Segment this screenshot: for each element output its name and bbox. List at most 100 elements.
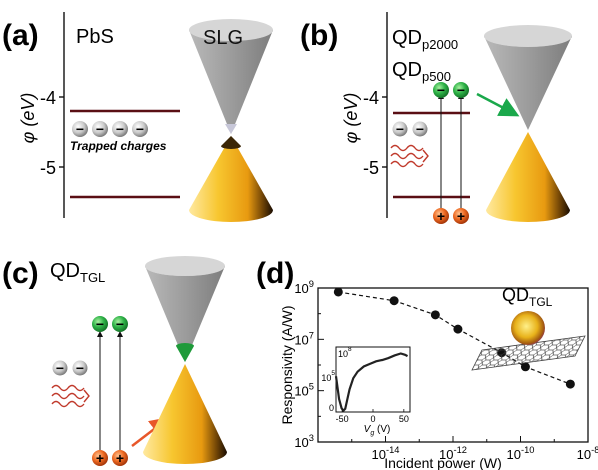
data-point: [430, 310, 440, 320]
trapped-electron: [412, 121, 428, 137]
trapped-electron: [112, 121, 128, 137]
upper-cone: [189, 30, 273, 134]
electron-sign: −: [416, 121, 424, 137]
upper-cone-cap: [225, 124, 237, 134]
electron-sign: −: [396, 121, 404, 137]
panel-b-tick-label: -4: [363, 88, 379, 108]
y-tick-label: 109: [294, 279, 314, 296]
electron-sign: −: [96, 121, 104, 137]
inset-y-zero-label: 0: [329, 403, 334, 413]
slg-dirac-cone: [189, 19, 273, 222]
y-tick-label: 107: [294, 330, 314, 347]
panel-c-label: (c): [2, 257, 39, 290]
photo-electron: [112, 316, 128, 332]
electron-fill: [176, 343, 194, 362]
trapped-electron: [72, 360, 88, 376]
qd-p2000-label: QDp2000: [392, 27, 458, 52]
graphene-sheet-illustration: [471, 311, 586, 371]
electron-sign: −: [136, 121, 144, 137]
upper-cone-rim: [145, 256, 225, 276]
photo-hole: [92, 450, 108, 466]
panel-a-label: (a): [2, 19, 39, 52]
hole-sign: +: [96, 450, 104, 466]
electron-sign: −: [437, 82, 445, 98]
trapped-electron: [52, 360, 68, 376]
inset-y-tick-label: 108: [338, 346, 352, 359]
photo-hole: [453, 208, 469, 224]
x-tick-label: 10-14: [372, 445, 400, 462]
lower-cone: [189, 136, 273, 222]
x-tick-label: 10-8: [577, 445, 598, 462]
inset-curve: [334, 352, 409, 413]
electron-sign: −: [457, 82, 465, 98]
lower-cone: [486, 132, 570, 222]
electron-sign: −: [116, 316, 124, 332]
data-point: [520, 362, 530, 372]
transfer-arrow: [476, 92, 520, 117]
upper-cone-rim: [484, 25, 572, 47]
panel-b-label: (b): [300, 19, 338, 52]
inset-y-tick-label: 105: [321, 370, 335, 383]
lower-cone: [143, 364, 227, 464]
slg-label: SLG: [203, 27, 243, 49]
trapped-charges-label: Trapped charges: [70, 139, 167, 153]
photo-electron: [433, 82, 449, 98]
y-tick-label: 105: [294, 382, 314, 399]
inset-qd-label: QDTGL: [502, 285, 553, 309]
photo-hole: [433, 208, 449, 224]
electron-sign: −: [116, 121, 124, 137]
data-point: [389, 296, 399, 306]
x-tick-label: 10-12: [439, 445, 467, 462]
data-point: [565, 379, 575, 389]
data-point: [333, 287, 343, 297]
panel-b-axis-label: φ (eV): [341, 93, 361, 144]
panel-a-axis-label: φ (eV): [18, 93, 38, 144]
panel-a-tick-label: -4: [40, 88, 56, 108]
trapped-electron: [132, 121, 148, 137]
data-point: [453, 324, 463, 334]
trapped-electron: [392, 121, 408, 137]
graphene-cone-b: [484, 25, 572, 222]
electron-sign: −: [96, 316, 104, 332]
panel-c: (c) QDTGL − − − − + +: [2, 256, 227, 466]
panel-b-tick-label: -5: [363, 158, 379, 178]
y-tick-label: 103: [294, 433, 314, 450]
x-tick-label: 10-10: [507, 445, 535, 462]
inset-x-tick-label: 50: [399, 414, 409, 424]
qd-p500-label: QDp500: [392, 59, 451, 84]
electron-sign: −: [76, 121, 84, 137]
light-wave-icon: [390, 144, 429, 168]
hole-sign: +: [116, 450, 124, 466]
fermi-level-fill: [221, 136, 241, 149]
panel-d: (d) 10-14 10-12 10-10 10-8 103 105 107 109 Incid…: [256, 257, 598, 470]
graphene-sheet: [471, 335, 586, 371]
graphene-cone-c: [143, 256, 227, 464]
panel-a: (a) PbS -4 -5 φ (eV) − − − − Trapped cha…: [2, 12, 273, 222]
trapped-electron: [72, 121, 88, 137]
quantum-dot: [511, 311, 545, 345]
panel-a-material: PbS: [76, 26, 114, 48]
inset-x-axis-label: Vg (V): [364, 424, 391, 437]
photo-hole: [112, 450, 128, 466]
light-wave-icon: [51, 384, 90, 408]
photo-electron: [453, 82, 469, 98]
photo-electron: [92, 316, 108, 332]
electron-sign: −: [56, 360, 64, 376]
responsivity-plot: 10-14 10-12 10-10 10-8 103 105 107 109 Incident …: [279, 279, 598, 470]
upper-cone: [145, 266, 225, 362]
upper-cone-rim: [189, 19, 273, 41]
panel-d-label: (d): [256, 257, 294, 290]
trapped-electron: [92, 121, 108, 137]
hole-sign: +: [437, 208, 445, 224]
inset-x-tick-label: -50: [336, 414, 349, 424]
hole-sign: +: [457, 208, 465, 224]
x-axis-label: Incident power (W): [384, 455, 501, 470]
upper-cone: [484, 36, 572, 130]
panel-b: (b) -4 -5 φ (eV) QDp2000 QDp500 − − + + …: [300, 12, 572, 224]
y-axis-label: Responsivity (A/W): [279, 305, 295, 424]
inset-frame: [335, 346, 411, 413]
inset-x-tick-label: 0: [370, 414, 375, 424]
qd-tgl-label: QDTGL: [50, 260, 105, 285]
trapped-electrons: − − − −: [72, 121, 148, 137]
